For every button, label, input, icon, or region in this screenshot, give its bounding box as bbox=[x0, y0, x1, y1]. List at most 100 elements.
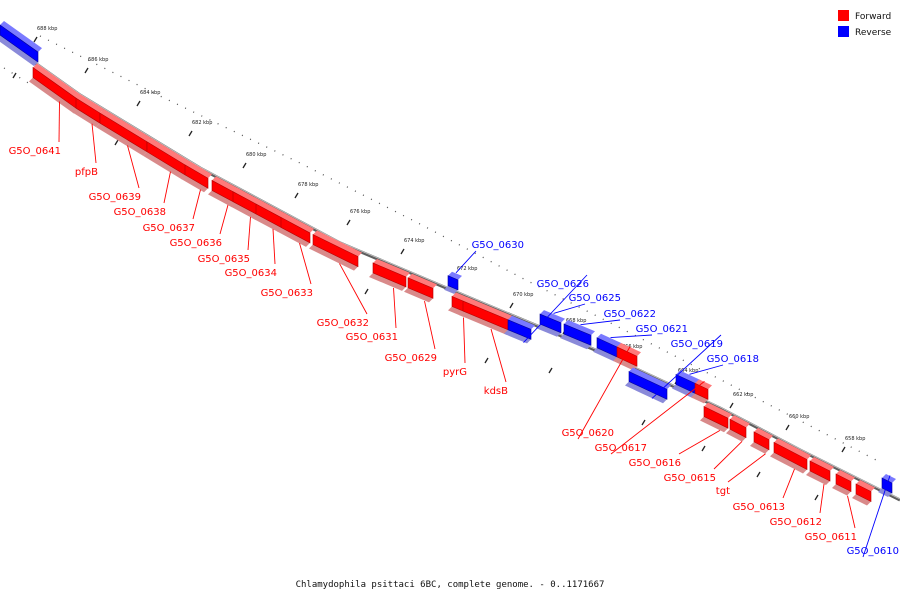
gene-glyph[interactable] bbox=[229, 187, 264, 221]
ruler-tick-label: 662 kbp bbox=[733, 392, 753, 398]
gene-label[interactable]: G5O_0612 bbox=[770, 517, 822, 528]
gene-label[interactable]: G5O_0634 bbox=[225, 268, 277, 279]
gene-glyph-depth bbox=[806, 471, 830, 485]
gene-glyph-top bbox=[810, 457, 834, 471]
gene-glyph-top bbox=[373, 258, 410, 277]
gene-glyph[interactable] bbox=[0, 21, 42, 67]
gene-label[interactable]: G5O_0630 bbox=[472, 240, 524, 251]
ruler-dots-lower bbox=[3, 67, 31, 85]
gene-glyph[interactable] bbox=[404, 273, 437, 303]
gene-label[interactable]: pyrG bbox=[443, 367, 467, 378]
gene-label[interactable]: G5O_0633 bbox=[261, 288, 313, 299]
gene-label[interactable]: G5O_0610 bbox=[847, 546, 899, 557]
gene-glyph-face bbox=[703, 406, 729, 429]
gene-label[interactable]: G5O_0641 bbox=[9, 146, 61, 157]
gene-glyph-top bbox=[281, 213, 314, 233]
gene-glyph[interactable] bbox=[832, 470, 855, 496]
gene-glyph-depth bbox=[536, 324, 561, 337]
gene-glyph[interactable] bbox=[560, 320, 595, 350]
gene-label[interactable]: tgt bbox=[716, 486, 730, 497]
gene-glyph[interactable] bbox=[625, 367, 671, 404]
gene-label[interactable]: G5O_0626 bbox=[537, 279, 589, 290]
gene-label[interactable]: G5O_0622 bbox=[604, 309, 656, 320]
gene-glyph[interactable] bbox=[369, 258, 410, 291]
gene-label[interactable]: G5O_0636 bbox=[170, 238, 222, 249]
gene-glyph-depth bbox=[832, 484, 851, 496]
gene-glyph[interactable] bbox=[143, 137, 190, 180]
ruler-tick-lower bbox=[701, 445, 706, 452]
gene-glyph[interactable] bbox=[691, 379, 712, 404]
gene-glyph[interactable] bbox=[252, 200, 286, 232]
gene-label[interactable]: G5O_0618 bbox=[707, 354, 759, 365]
gene-glyph-top bbox=[836, 470, 855, 482]
gene-glyph-face bbox=[372, 262, 407, 288]
gene-glyph[interactable] bbox=[806, 457, 834, 485]
gene-glyph[interactable] bbox=[750, 427, 773, 454]
gene-glyph-depth bbox=[593, 347, 618, 362]
gene-label[interactable]: G5O_0629 bbox=[385, 353, 437, 364]
gene-label[interactable]: G5O_0613 bbox=[733, 502, 785, 513]
gene-label[interactable]: G5O_0637 bbox=[143, 223, 195, 234]
gene-label[interactable]: G5O_0620 bbox=[562, 428, 614, 439]
gene-label[interactable]: G5O_0617 bbox=[595, 443, 647, 454]
gene-glyph-face bbox=[563, 323, 592, 346]
gene-glyph[interactable] bbox=[309, 230, 362, 271]
gene-glyph-face bbox=[835, 473, 852, 492]
gene-label[interactable]: pfpB bbox=[75, 167, 98, 178]
ruler-tick-label: 668 kbp bbox=[566, 318, 586, 324]
ruler-dots bbox=[39, 35, 881, 463]
ruler-tick bbox=[242, 162, 247, 169]
gene-label[interactable]: G5O_0625 bbox=[569, 293, 621, 304]
gene-glyph[interactable] bbox=[593, 333, 622, 362]
ruler-tick bbox=[729, 402, 734, 409]
ruler-tick-lower bbox=[364, 288, 369, 295]
gene-glyph-face bbox=[855, 483, 872, 502]
gene-label[interactable]: G5O_0621 bbox=[636, 324, 688, 335]
gene-glyph[interactable] bbox=[726, 415, 750, 442]
gene-glyph[interactable] bbox=[504, 315, 535, 344]
gene-glyph[interactable] bbox=[536, 310, 565, 337]
ruler-tick-label: 678 kbp bbox=[298, 182, 318, 188]
gene-leader-line bbox=[272, 228, 276, 265]
gene-label[interactable]: G5O_0615 bbox=[664, 473, 716, 484]
gene-label[interactable]: G5O_0616 bbox=[629, 458, 681, 469]
gene-glyph-top bbox=[448, 271, 462, 280]
gene-glyph-depth bbox=[770, 452, 807, 474]
gene-glyph-depth bbox=[691, 393, 708, 404]
gene-label[interactable]: G5O_0635 bbox=[198, 254, 250, 265]
ruler-tick-label: 688 kbp bbox=[37, 26, 57, 32]
gene-glyph[interactable] bbox=[29, 63, 82, 114]
gene-glyph[interactable] bbox=[613, 342, 641, 371]
gene-label[interactable]: G5O_0632 bbox=[317, 318, 369, 329]
gene-label[interactable]: kdsB bbox=[484, 386, 508, 397]
gene-glyph[interactable] bbox=[852, 480, 875, 506]
gene-glyph[interactable] bbox=[96, 109, 151, 156]
gene-glyph[interactable] bbox=[459, 297, 515, 336]
gene-glyph-top bbox=[147, 137, 190, 166]
legend-swatch bbox=[838, 26, 849, 37]
gene-glyph-depth bbox=[0, 35, 38, 67]
gene-leader-line bbox=[247, 216, 251, 251]
gene-label[interactable]: G5O_0639 bbox=[89, 192, 141, 203]
gene-glyph[interactable] bbox=[444, 271, 462, 294]
gene-leader-line bbox=[523, 274, 588, 343]
gene-glyph-depth bbox=[404, 287, 433, 303]
gene-glyph[interactable] bbox=[181, 160, 212, 193]
gene-label[interactable]: G5O_0619 bbox=[671, 339, 723, 350]
legend-label: Reverse bbox=[855, 28, 892, 38]
gene-glyph-depth bbox=[504, 329, 531, 344]
gene-label[interactable]: G5O_0638 bbox=[114, 207, 166, 218]
gene-glyph-depth bbox=[852, 494, 871, 506]
ruler-tick bbox=[400, 248, 405, 255]
gene-glyph-depth bbox=[459, 311, 511, 336]
ruler-tick-label: 670 kbp bbox=[513, 292, 533, 298]
ruler-tick-label: 676 kbp bbox=[350, 209, 370, 215]
gene-label[interactable]: G5O_0611 bbox=[805, 532, 857, 543]
gene-glyph[interactable] bbox=[770, 438, 811, 474]
gene-label[interactable]: G5O_0631 bbox=[346, 332, 398, 343]
gene-glyph-top bbox=[629, 367, 671, 390]
gene-glyph[interactable] bbox=[277, 213, 314, 247]
ruler-tick-label: 660 kbp bbox=[789, 414, 809, 420]
gene-glyph[interactable] bbox=[700, 402, 732, 433]
ruler-tick bbox=[841, 446, 846, 453]
